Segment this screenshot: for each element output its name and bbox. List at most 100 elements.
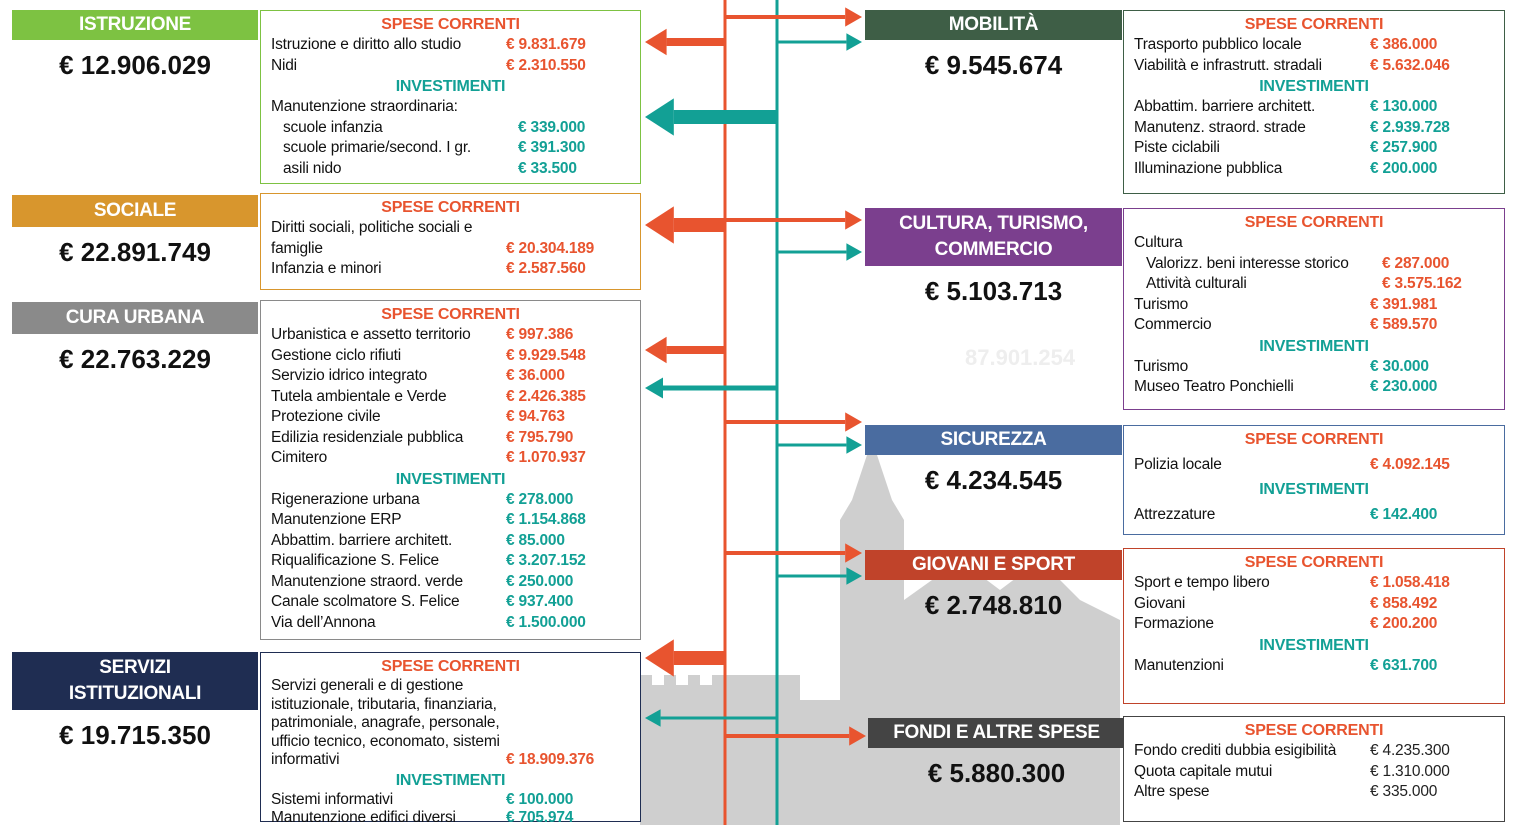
item-value: € 230.000: [1370, 378, 1438, 395]
group-heading: INVESTIMENTI: [395, 470, 506, 488]
group-heading: SPESE CORRENTI: [381, 306, 520, 323]
section-header: SERVIZI ISTITUZIONALI: [12, 652, 258, 710]
item-value: € 85.000: [506, 531, 565, 549]
item-label: Nidi: [271, 56, 297, 74]
arrow-head: [645, 336, 667, 364]
group-heading: SPESE CORRENTI: [381, 16, 520, 33]
item-label: Manutenzione ERP: [271, 511, 402, 528]
item-label: Museo Teatro Ponchielli: [1134, 378, 1294, 395]
arrow-head: [645, 639, 674, 677]
section-header: ISTRUZIONE: [12, 10, 258, 40]
item-label: Manutenzioni: [1134, 656, 1224, 674]
item-row: Trasporto pubblico locale € 386.000: [1134, 35, 1494, 56]
watermark: 87.901.254: [965, 345, 1076, 370]
item-row: Attrezzature € 142.400: [1134, 503, 1494, 527]
item-row: Illuminazione pubblica € 200.000: [1134, 159, 1494, 180]
section-box: SPESE CORRENTI Urbanistica e assetto terr…: [260, 300, 641, 640]
item-value: € 33.500: [518, 159, 577, 177]
section-total: € 12.906.029: [59, 50, 211, 80]
arrow-head: [845, 210, 862, 230]
section-total: € 9.545.674: [924, 50, 1063, 80]
item-row: Rigenerazione urbana € 278.000: [271, 490, 630, 511]
item-label: Gestione ciclo rifiuti: [271, 346, 401, 364]
section-total: € 4.234.545: [924, 465, 1063, 495]
item-row: Nidi € 2.310.550: [271, 56, 630, 77]
item-label: Abbattim. barriere architett.: [271, 531, 453, 549]
item-row: Manutenz. straord. strade € 2.939.728: [1134, 118, 1494, 139]
item-label: Via dell’Annona: [271, 613, 376, 631]
group-heading: SPESE CORRENTI: [1244, 431, 1384, 448]
item-value: € 335.000: [1370, 783, 1438, 800]
item-label: Attrezzature: [1134, 506, 1216, 523]
item-label: Manutenzione straordinaria:: [271, 98, 458, 115]
item-label: Servizio idrico integrato: [271, 367, 428, 384]
item-row: Edilizia residenziale pubblica € 795.790: [271, 428, 630, 449]
section-header: SOCIALE: [12, 195, 258, 227]
item-value: € 2.939.728: [1370, 118, 1450, 136]
item-row: Giovani € 858.492: [1134, 594, 1494, 615]
item-value: € 391.300: [518, 139, 586, 156]
item-value: € 257.900: [1370, 139, 1438, 156]
item-label: scuole infanzia: [283, 118, 383, 136]
item-value: € 3.575.162: [1382, 275, 1462, 292]
item-row: Piste ciclabili € 257.900: [1134, 138, 1494, 159]
item-label: Sport e tempo libero: [1134, 574, 1270, 591]
item-row: Manutenzione straord. verde € 250.000: [271, 572, 630, 593]
item-value: € 4.092.145: [1370, 456, 1450, 473]
item-row: Urbanistica e assetto territorio € 997.38…: [271, 325, 630, 346]
item-row: Canale scolmatore S. Felice € 937.400: [271, 592, 630, 613]
section-header: MOBILITÀ: [865, 10, 1122, 40]
item-label: Edilizia residenziale pubblica: [271, 428, 464, 446]
group-heading: SPESE CORRENTI: [1244, 16, 1384, 33]
item-value: € 1.310.000: [1370, 762, 1450, 780]
item-value: € 1.070.937: [506, 449, 586, 466]
item-label: Giovani: [1134, 594, 1186, 612]
item-value: € 200.200: [1370, 615, 1438, 632]
section-box: SPESE CORRENTI Diritti sociali, politiche…: [260, 193, 641, 290]
item-label: Turismo: [1134, 357, 1189, 375]
item-row: Servizi generali e di gestione istituzio…: [271, 677, 630, 770]
item-row: Manutenzione edifici diversi € 705.974: [271, 809, 630, 825]
item-label: Infanzia e minori: [271, 260, 382, 277]
arrow-head: [645, 377, 663, 399]
arrow-head: [845, 412, 862, 432]
item-row: Museo Teatro Ponchielli € 230.000: [1134, 377, 1494, 398]
item-row: Fondo crediti dubbia esigibilità € 4.235.…: [1134, 741, 1494, 762]
section-header: SICUREZZA: [865, 425, 1122, 455]
item-label: Protezione civile: [271, 408, 381, 425]
item-row: Sport e tempo libero € 1.058.418: [1134, 573, 1494, 594]
section-header: CURA URBANA: [12, 302, 258, 334]
item-row: Manutenzioni € 631.700: [1134, 656, 1494, 677]
item-row: Gestione ciclo rifiuti € 9.929.548: [271, 346, 630, 367]
group-heading: SPESE CORRENTI: [1244, 554, 1384, 571]
item-label: Tutela ambientale e Verde: [271, 387, 447, 405]
item-label: Cimitero: [271, 449, 328, 466]
item-value: € 1.154.868: [506, 511, 586, 528]
item-value: € 142.400: [1370, 506, 1438, 523]
item-value: € 858.492: [1370, 594, 1438, 612]
group-heading: INVESTIMENTI: [1259, 636, 1369, 654]
item-row: Istruzione e diritto allo studio € 9.831.…: [271, 35, 630, 56]
item-row: Manutenzione ERP € 1.154.868: [271, 510, 630, 531]
item-value: € 2.587.560: [506, 260, 586, 277]
item-value: € 3.207.152: [506, 552, 586, 569]
group-heading: SPESE CORRENTI: [381, 658, 520, 675]
item-label: Riqualificazione S. Felice: [271, 552, 439, 569]
item-label: Abbattim. barriere architett.: [1134, 98, 1316, 115]
item-row: Altre spese € 335.000: [1134, 782, 1494, 803]
arrow-head: [845, 543, 862, 563]
item-value: € 94.763: [506, 408, 565, 425]
item-value: € 100.000: [506, 790, 574, 808]
item-value: € 4.235.300: [1370, 742, 1450, 759]
arrow-head: [849, 726, 866, 746]
item-label: Attività culturali: [1146, 275, 1247, 292]
item-value: € 631.700: [1370, 656, 1438, 674]
section-box: SPESE CORRENTI Trasporto pubblico locale €…: [1123, 10, 1505, 194]
arrow-head: [645, 98, 674, 136]
item-label: Rigenerazione urbana: [271, 490, 420, 508]
item-row: Valorizz. beni interesse storico € 287.00…: [1134, 254, 1494, 275]
section-box: SPESE CORRENTI Istruzione e diritto allo …: [260, 10, 641, 184]
item-row: Turismo € 391.981: [1134, 295, 1494, 316]
item-label: Fondo crediti dubbia esigibilità: [1134, 742, 1337, 759]
group-heading: SPESE CORRENTI: [1244, 722, 1384, 739]
